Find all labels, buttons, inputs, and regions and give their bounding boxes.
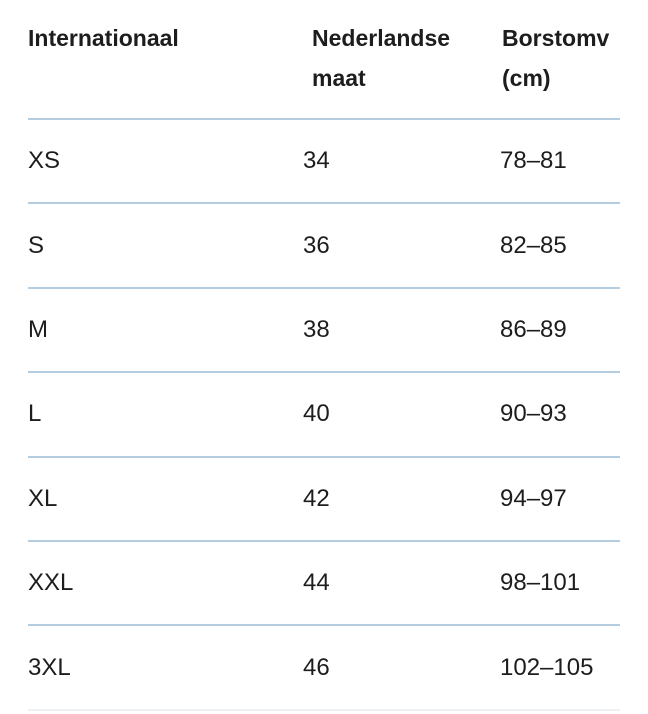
table-row: 3XL 46 102–105 <box>28 626 620 711</box>
table-header-row: Internationaal Nederlandse maat Borstomv… <box>28 0 620 120</box>
cell-international: L <box>28 400 42 428</box>
table-row: XXL 44 98–101 <box>28 542 620 627</box>
table-body: XS 34 78–81 S 36 82–85 M 38 86–89 L 40 9… <box>28 120 620 711</box>
cell-chest-cm: 90–93 <box>500 400 567 428</box>
cell-chest-cm: 102–105 <box>500 653 594 681</box>
cell-dutch-size: 38 <box>303 315 330 343</box>
table-row: L 40 90–93 <box>28 373 620 458</box>
cell-dutch-size: 36 <box>303 231 330 259</box>
cell-dutch-size: 44 <box>303 569 330 597</box>
cell-dutch-size: 40 <box>303 400 330 428</box>
table-row: M 38 86–89 <box>28 289 620 374</box>
table-row: XL 42 94–97 <box>28 458 620 542</box>
column-header-international: Internationaal <box>28 25 179 51</box>
cell-international: 3XL <box>28 653 71 681</box>
column-header-dutch-size: Nederlandse maat <box>312 25 451 91</box>
cell-dutch-size: 42 <box>303 484 330 512</box>
table-row: XS 34 78–81 <box>28 120 620 205</box>
cell-international: XXL <box>28 569 74 597</box>
cell-international: S <box>28 231 45 259</box>
cell-dutch-size: 34 <box>303 147 330 175</box>
cell-chest-cm: 94–97 <box>500 484 567 512</box>
cell-international: XL <box>28 484 58 512</box>
cell-dutch-size: 46 <box>303 653 330 681</box>
cell-international: M <box>28 315 48 343</box>
cell-chest-cm: 86–89 <box>500 315 567 343</box>
cell-chest-cm: 98–101 <box>500 569 581 597</box>
column-header-chest-cm: Borstomv (cm) <box>502 25 610 91</box>
cell-international: XS <box>28 147 61 175</box>
cell-chest-cm: 78–81 <box>500 147 567 175</box>
table-row: S 36 82–85 <box>28 204 620 289</box>
cell-chest-cm: 82–85 <box>500 231 567 259</box>
